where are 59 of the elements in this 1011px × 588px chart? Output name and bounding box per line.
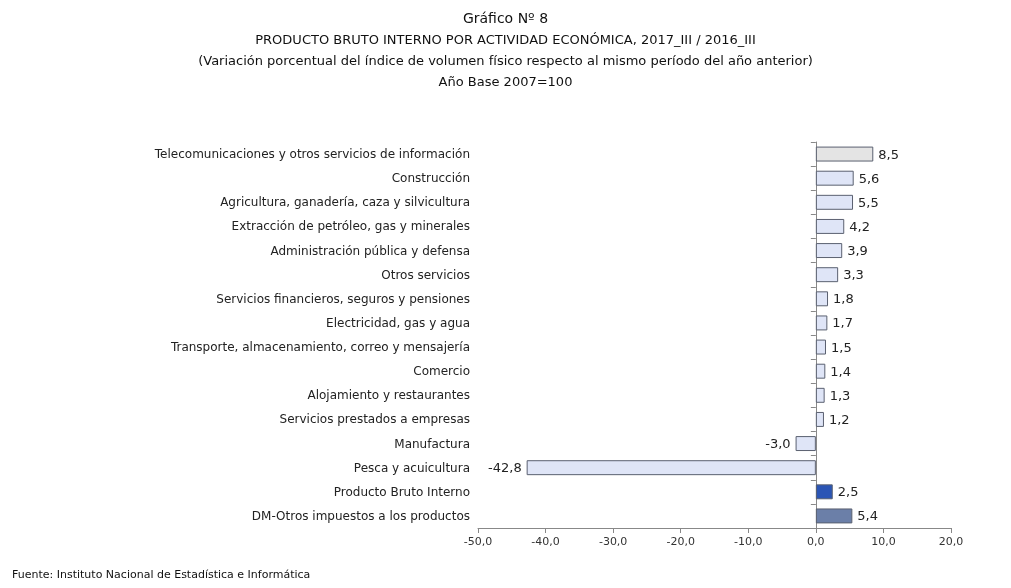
y-tick-label: Pesca y acuicultura bbox=[353, 460, 470, 475]
data-label: 1,4 bbox=[830, 363, 851, 379]
x-tick-label: 10,0 bbox=[871, 535, 896, 548]
x-tick-label: 20,0 bbox=[938, 535, 964, 548]
data-label: 3,9 bbox=[847, 243, 868, 259]
y-tick-label: Producto Bruto Interno bbox=[333, 484, 470, 499]
y-tick-label: Extracción de petróleo, gas y minerales bbox=[231, 219, 470, 234]
bar bbox=[815, 243, 843, 259]
bar bbox=[815, 267, 839, 283]
bar bbox=[815, 411, 824, 427]
bar bbox=[526, 460, 816, 476]
bar bbox=[815, 291, 829, 307]
y-tick-label: Administración pública y defensa bbox=[270, 243, 470, 258]
chart-subtitle: PRODUCTO BRUTO INTERNO POR ACTIVIDAD ECONÓMICA, 2017_III / 2016_III (Variación porcentual del índice de volumen físico respecto al mismo período del año anterior) Año Base 2007=100 bbox=[198, 32, 813, 89]
bar bbox=[815, 315, 828, 331]
bar bbox=[815, 484, 833, 500]
chart-title: Gráfico Nº 8 bbox=[462, 10, 549, 26]
y-tick-label: Alojamiento y restaurantes bbox=[307, 388, 470, 403]
x-tick-label: 0,0 bbox=[807, 535, 825, 548]
y-tick-label: DM-Otros impuestos a los productos bbox=[251, 508, 470, 523]
bar bbox=[815, 218, 845, 234]
source-note: Fuente: Instituto Nacional de Estadística e Informática bbox=[12, 568, 311, 581]
y-tick-label: Telecomunicaciones y otros servicios de información bbox=[153, 147, 470, 162]
y-tick-label: Servicios prestados a empresas bbox=[279, 412, 470, 427]
y-tick-label: Transporte, almacenamiento, correo y mensajería bbox=[169, 340, 470, 355]
x-tick-label: -20,0 bbox=[666, 535, 695, 548]
x-tick-label: -50,0 bbox=[463, 535, 493, 548]
bar bbox=[815, 146, 874, 162]
bar bbox=[815, 508, 853, 524]
data-label: 1,2 bbox=[828, 411, 850, 427]
data-label: 1,8 bbox=[833, 291, 854, 307]
data-label: 5,5 bbox=[858, 194, 879, 210]
x-tick-label: -40,0 bbox=[531, 535, 560, 548]
data-label: 2,5 bbox=[837, 484, 859, 500]
data-label: 5,4 bbox=[857, 508, 879, 524]
bar bbox=[795, 436, 816, 452]
y-tick-label: Manufactura bbox=[394, 436, 470, 451]
data-label: 3,3 bbox=[843, 267, 864, 283]
data-label: 1,3 bbox=[829, 387, 851, 403]
bar bbox=[815, 194, 854, 210]
y-tick-label: Otros servicios bbox=[381, 267, 470, 282]
x-tick-label: -30,0 bbox=[598, 535, 628, 548]
y-tick-label: Agricultura, ganadería, caza y silvicultura bbox=[220, 195, 470, 210]
bar bbox=[815, 363, 826, 379]
bar bbox=[815, 339, 826, 355]
x-tick-label: -10,0 bbox=[734, 535, 763, 548]
data-label: -3,0 bbox=[765, 436, 791, 452]
y-tick-label: Comercio bbox=[413, 364, 470, 379]
data-label: 5,6 bbox=[858, 170, 880, 186]
data-label: 4,2 bbox=[849, 218, 870, 234]
y-tick-label: Electricidad, gas y agua bbox=[326, 315, 470, 330]
y-tick-label: Construcción bbox=[391, 171, 470, 186]
data-label: -42,8 bbox=[488, 460, 522, 476]
data-label: 8,5 bbox=[878, 146, 899, 162]
data-label: 1,7 bbox=[832, 315, 854, 331]
bar bbox=[815, 170, 854, 186]
bar bbox=[815, 387, 825, 403]
y-tick-label: Servicios financieros, seguros y pensiones bbox=[216, 291, 470, 306]
data-label: 1,5 bbox=[830, 339, 852, 355]
